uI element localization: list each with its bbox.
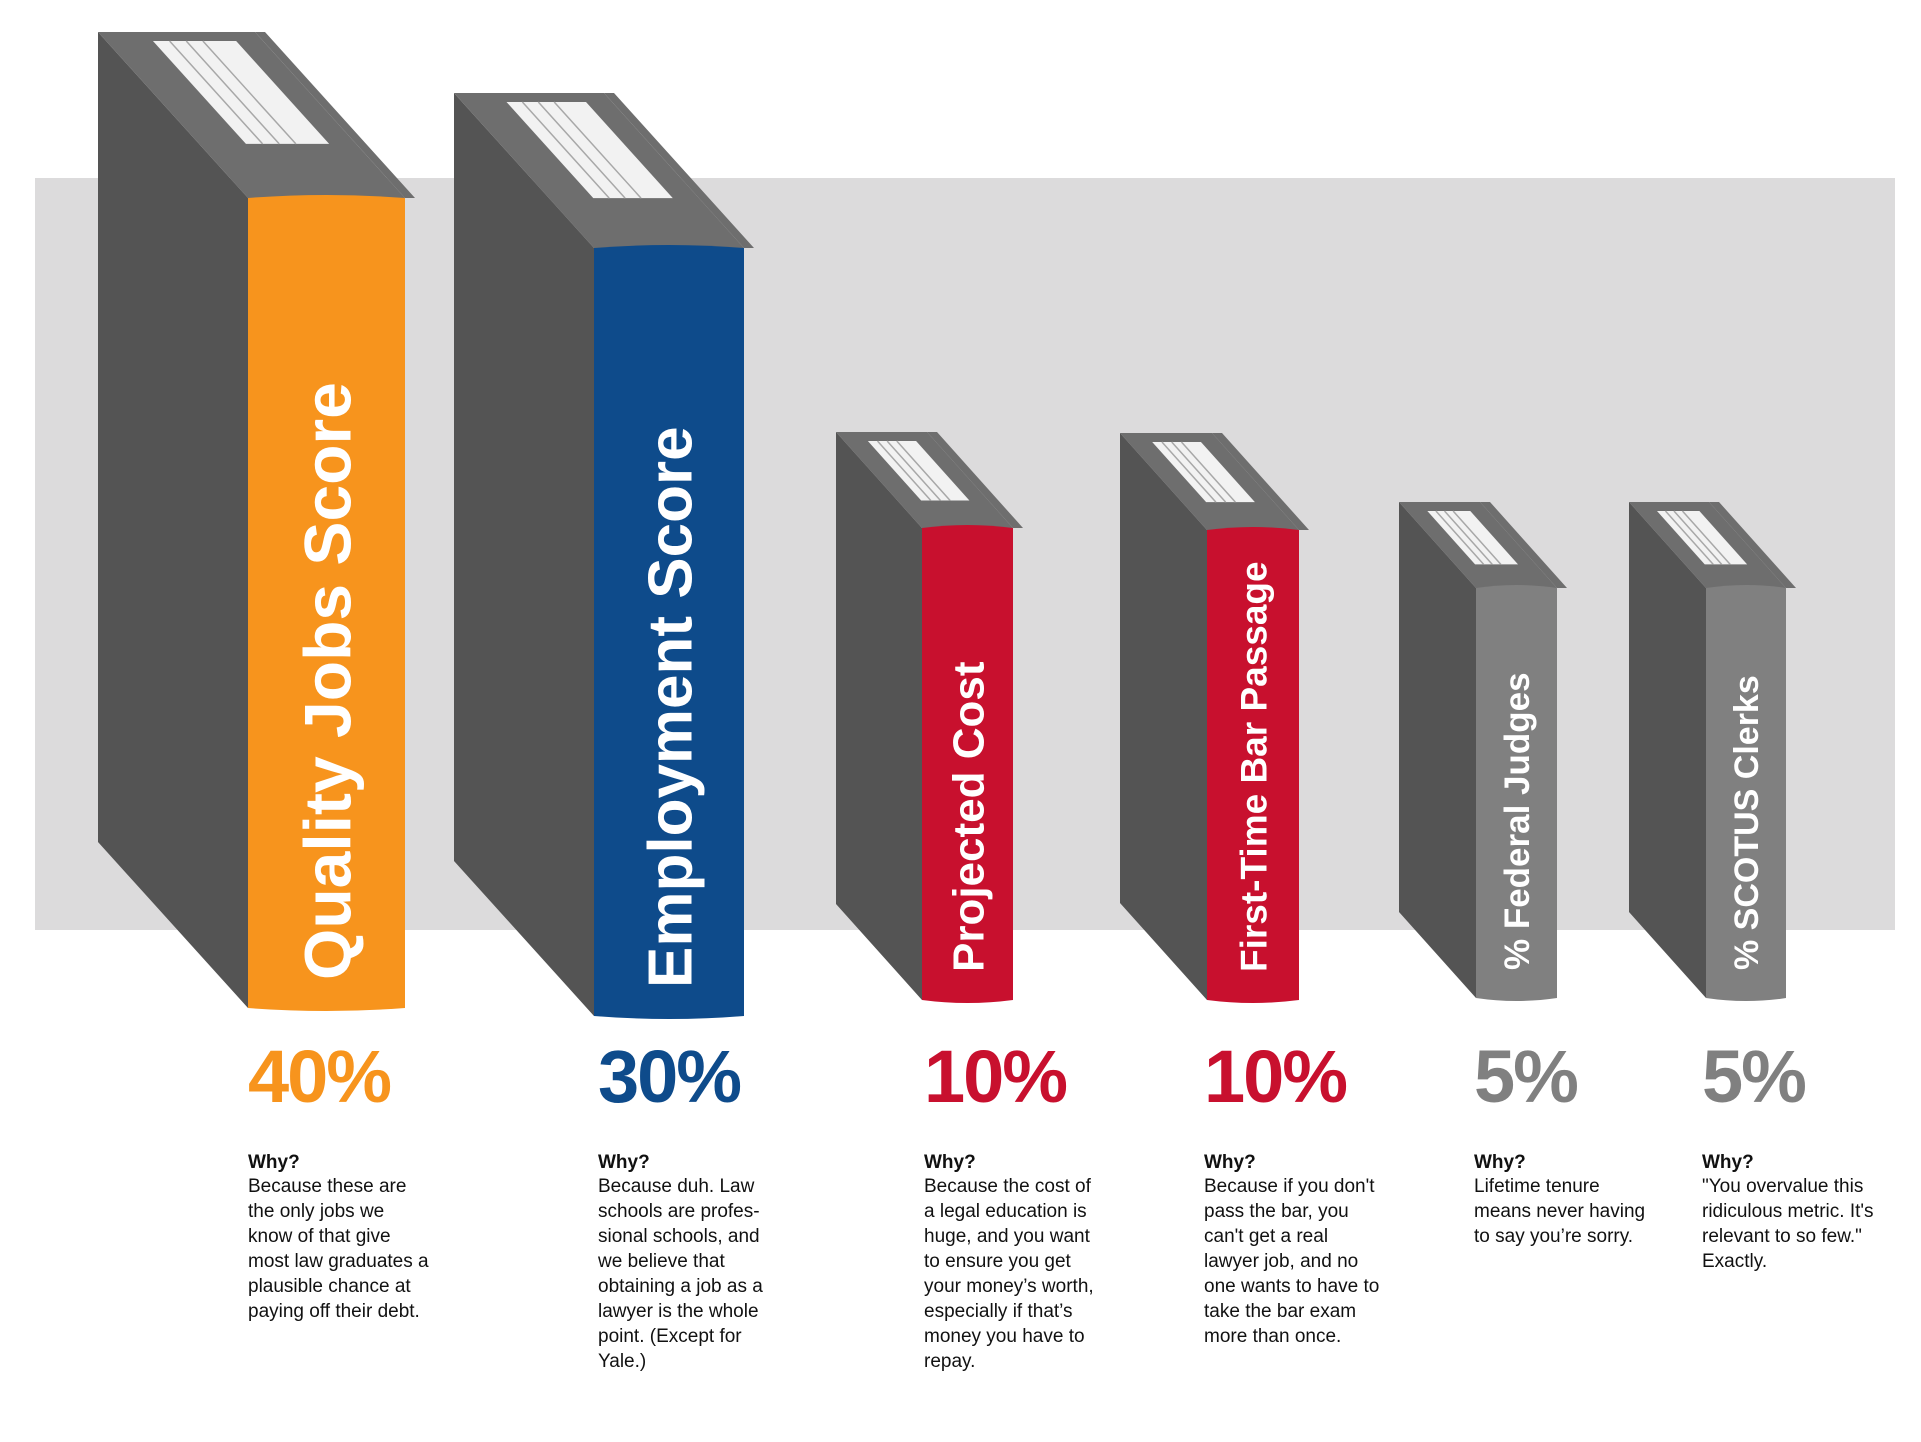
book-spine: [1207, 527, 1299, 1003]
page-line: [1673, 510, 1723, 565]
page-line: [185, 40, 280, 145]
page-line: [876, 440, 932, 502]
why-heading: Why?: [1474, 1152, 1526, 1173]
page-line: [886, 440, 942, 502]
category-label: % Federal Judges: [1498, 672, 1537, 970]
page-line: [896, 440, 951, 502]
book-spine: [1706, 585, 1786, 1001]
book-board-edge: [1480, 502, 1567, 588]
page-line: [1161, 441, 1217, 503]
books-group: Quality Jobs Score Employment Score Projec…: [98, 32, 1796, 1019]
page-line: [169, 40, 264, 145]
why-heading: Why?: [1702, 1152, 1754, 1173]
book-cover: [454, 93, 594, 1016]
info-column: 40% Why? Because these are the only jobs…: [248, 1040, 429, 1324]
page-line: [1452, 510, 1502, 565]
page-line: [553, 101, 642, 199]
book-bar: First-Time Bar Passage: [1120, 433, 1309, 1003]
book-cover: [1120, 433, 1207, 1000]
category-label: Employment Score: [636, 426, 705, 988]
book-cover: [836, 432, 922, 1000]
category-label: Projected Cost: [944, 661, 993, 972]
book-board-edge: [927, 432, 1023, 528]
book-pages: [506, 102, 673, 199]
book-spine: [1476, 585, 1557, 1001]
book-bar: Quality Jobs Score: [98, 32, 415, 1011]
value-label: 5%: [1474, 1035, 1579, 1118]
category-label: Quality Jobs Score: [290, 382, 364, 980]
book-spine: [594, 245, 744, 1019]
why-text: Because if you don't pass the bar, you c…: [1204, 1176, 1380, 1347]
why-heading: Why?: [598, 1152, 650, 1173]
book-pages: [1657, 511, 1748, 565]
book-cover: [1629, 502, 1706, 998]
page-line: [1435, 510, 1485, 565]
page-line: [1681, 510, 1731, 565]
book-board-edge: [604, 93, 754, 248]
why-heading: Why?: [1204, 1152, 1256, 1173]
value-label: 40%: [248, 1035, 392, 1118]
value-label: 10%: [1204, 1035, 1348, 1118]
why-heading: Why?: [248, 1152, 300, 1173]
book-spine: [922, 525, 1013, 1003]
book-bar: Projected Cost: [836, 432, 1023, 1003]
info-column: 30% Why? Because duh. Law schools are pr…: [598, 1040, 763, 1374]
why-text: Because these are the only jobs we know …: [248, 1176, 429, 1322]
info-column: 5% Why? Lifetime tenure means never havi…: [1474, 1040, 1645, 1249]
book-bar: % SCOTUS Clerks: [1629, 502, 1796, 1001]
book-bar: Employment Score: [454, 93, 754, 1019]
book-pages: [867, 441, 970, 501]
value-label: 30%: [598, 1035, 742, 1118]
info-column: 10% Why? Because if you don't pass the b…: [1204, 1040, 1379, 1349]
page-line: [202, 40, 297, 145]
category-label: % SCOTUS Clerks: [1728, 675, 1766, 970]
book-pages: [152, 41, 330, 144]
book-board-edge: [1709, 502, 1796, 588]
why-text: Because duh. Law schools are profes- sio…: [598, 1176, 763, 1372]
book-cover: [1399, 502, 1476, 998]
book-cover: [98, 32, 248, 1008]
why-text: Because the cost of a legal education is…: [924, 1176, 1094, 1372]
page-line: [1443, 510, 1493, 565]
why-text: "You overvalue this ridiculous metric. I…: [1702, 1176, 1874, 1272]
why-text: Lifetime tenure means never having to sa…: [1474, 1176, 1646, 1247]
value-label: 10%: [924, 1035, 1068, 1118]
page-line: [1180, 441, 1236, 503]
info-column: 10% Why? Because the cost of a legal edu…: [924, 1040, 1094, 1374]
book-pages: [1152, 442, 1255, 503]
book-board-edge: [255, 32, 415, 198]
value-label: 5%: [1702, 1035, 1807, 1118]
category-label: First-Time Bar Passage: [1233, 561, 1274, 972]
page-line: [1171, 441, 1227, 503]
page-line: [1664, 510, 1714, 565]
why-heading: Why?: [924, 1152, 976, 1173]
book-board-edge: [1212, 433, 1309, 530]
book-spine: [248, 195, 405, 1011]
page-line: [537, 101, 626, 199]
book-pages: [1427, 511, 1519, 565]
page-line: [521, 101, 610, 199]
book-bar: % Federal Judges: [1399, 502, 1567, 1001]
info-column: 5% Why? "You overvalue this ridiculous m…: [1702, 1040, 1874, 1274]
